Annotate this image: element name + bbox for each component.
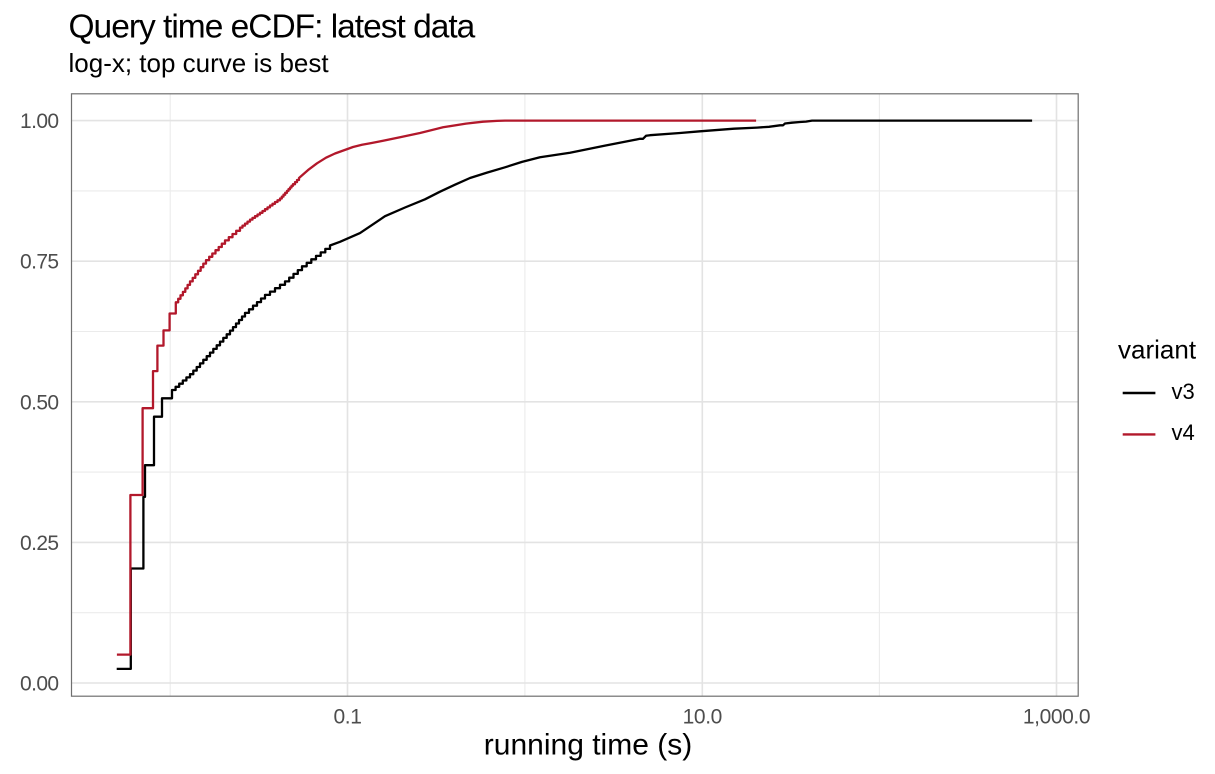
svg-text:log-x; top curve is best: log-x; top curve is best: [69, 48, 330, 78]
svg-text:0.75: 0.75: [20, 251, 58, 274]
svg-text:variant: variant: [1118, 335, 1197, 365]
svg-text:1,000.0: 1,000.0: [1023, 706, 1090, 729]
svg-text:0.50: 0.50: [20, 391, 58, 414]
svg-text:v3: v3: [1172, 379, 1195, 404]
svg-text:0.1: 0.1: [334, 706, 362, 729]
svg-text:v4: v4: [1172, 420, 1195, 445]
svg-text:0.00: 0.00: [20, 673, 58, 696]
svg-text:1.00: 1.00: [20, 110, 58, 133]
svg-text:10.0: 10.0: [683, 706, 722, 729]
svg-text:0.25: 0.25: [20, 532, 58, 555]
svg-text:Query time eCDF: latest data: Query time eCDF: latest data: [69, 9, 476, 46]
svg-text:running time (s): running time (s): [484, 729, 692, 762]
